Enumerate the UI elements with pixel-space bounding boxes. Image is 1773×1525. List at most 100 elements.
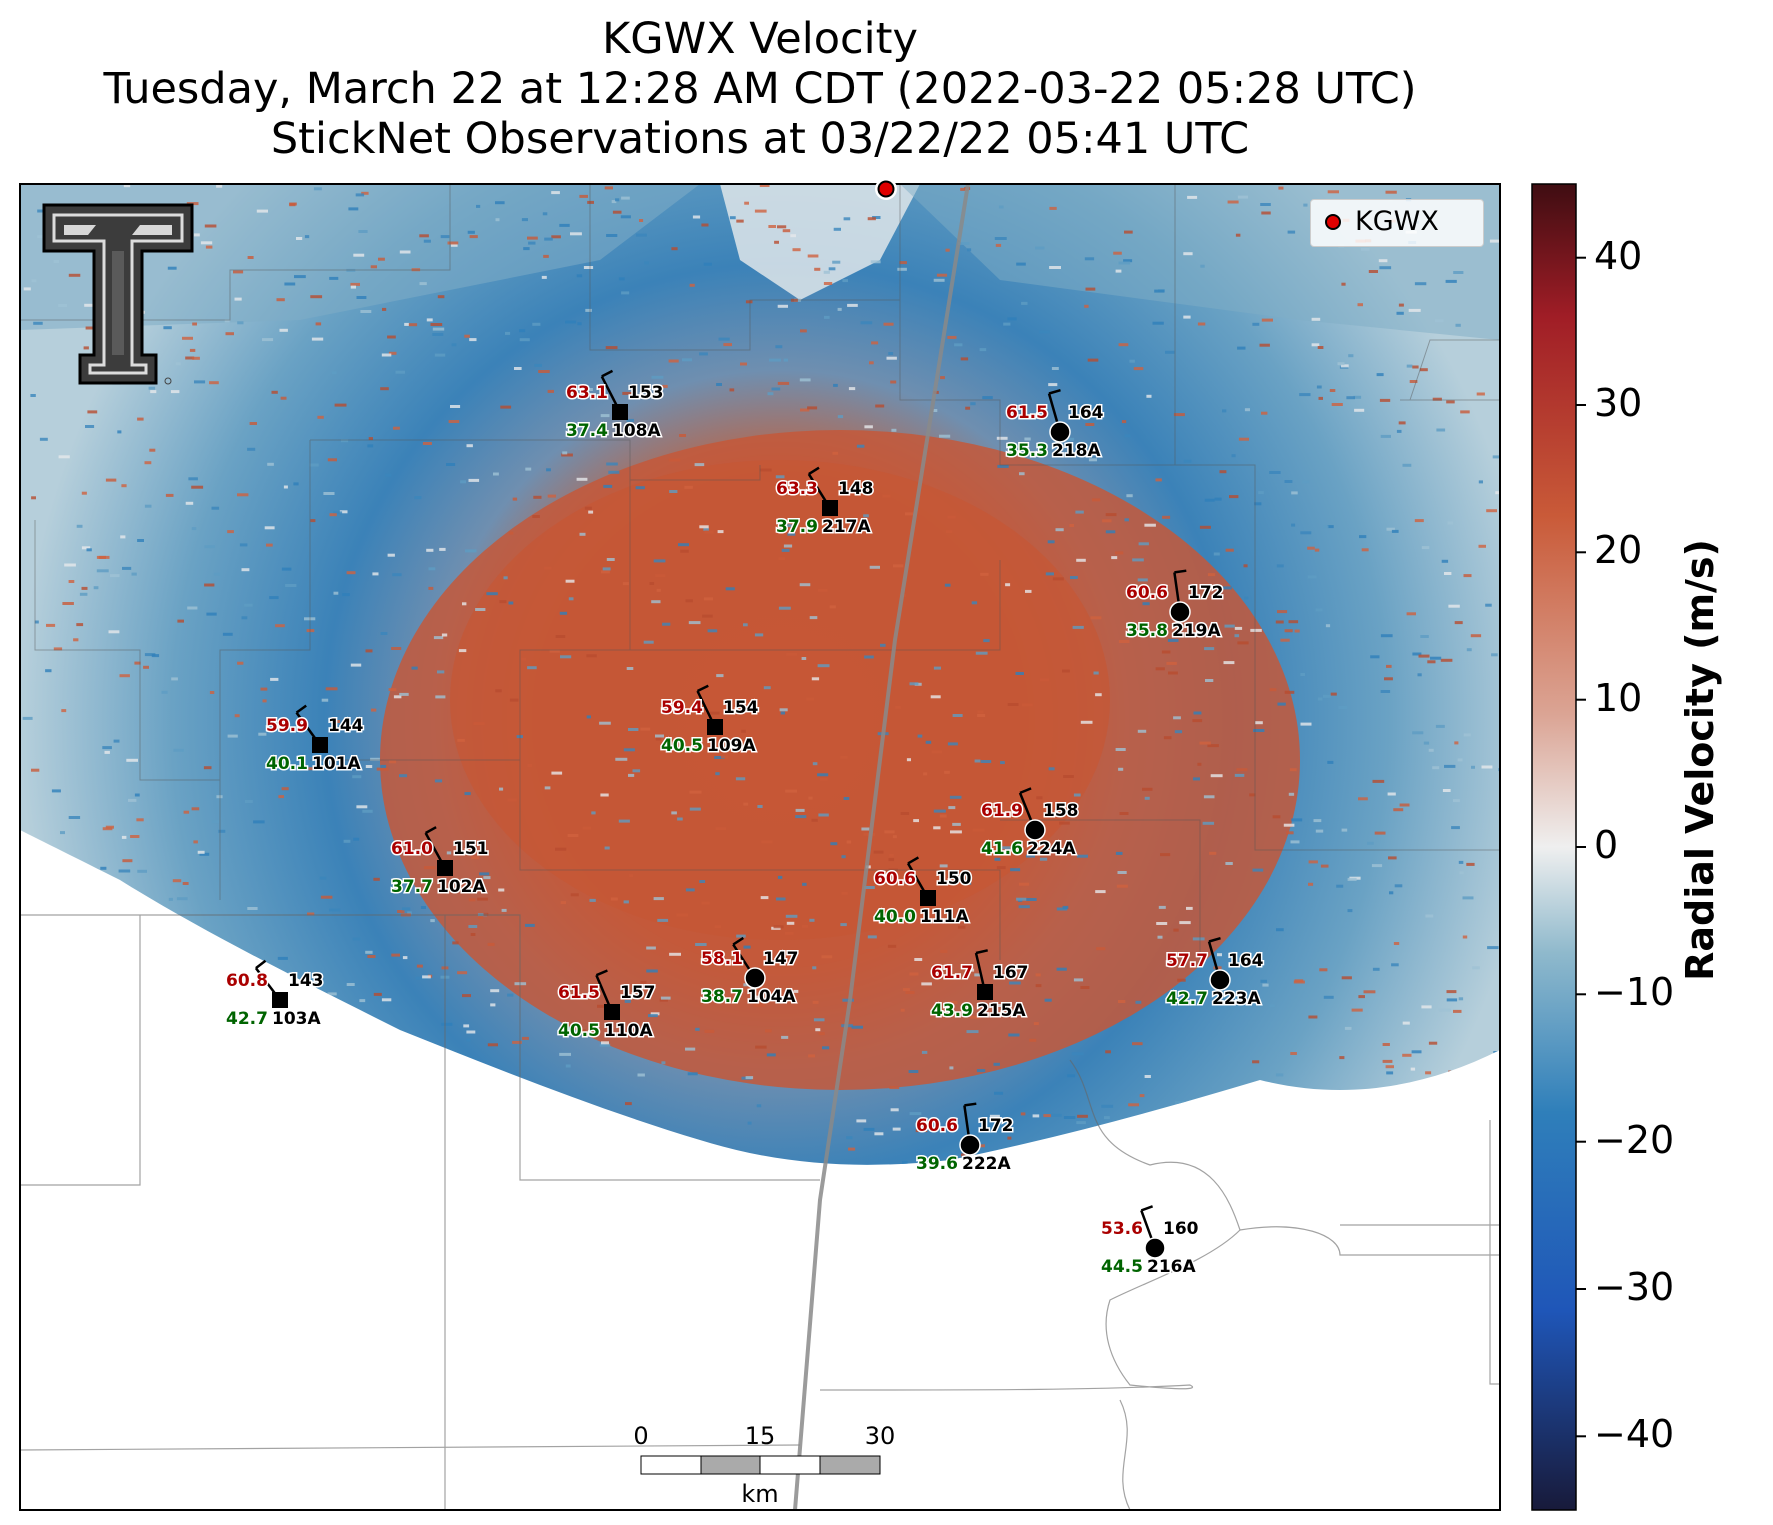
radar-gate xyxy=(1432,397,1442,401)
radar-gate xyxy=(775,526,786,530)
station-dewpoint: 43.9 xyxy=(931,1001,973,1021)
station-marker xyxy=(1209,969,1231,991)
radar-gate xyxy=(702,614,713,618)
radar-gate xyxy=(570,893,579,897)
radar-gate xyxy=(1411,1050,1422,1054)
radar-gate xyxy=(1048,383,1058,387)
radar-gate xyxy=(799,583,811,587)
radar-gate xyxy=(479,872,490,876)
station-dewpoint: 35.3 xyxy=(1006,441,1048,461)
radar-gate xyxy=(237,661,244,665)
radar-gate xyxy=(867,217,876,221)
radar-gate xyxy=(599,721,611,725)
station-104A: 58.1 147 38.7 104A xyxy=(700,936,800,1009)
radar-gate xyxy=(1290,840,1300,844)
radar-gate xyxy=(584,506,592,510)
radar-gate xyxy=(434,779,443,783)
radar-gate xyxy=(37,235,48,239)
radar-gate xyxy=(1417,673,1422,677)
radar-gate xyxy=(408,323,418,327)
radar-gate xyxy=(695,943,707,946)
radar-gate xyxy=(1478,544,1486,548)
radar-gate xyxy=(399,250,411,254)
radar-gate xyxy=(1402,1053,1412,1057)
radar-gate xyxy=(1055,528,1064,532)
radar-gate xyxy=(701,223,709,227)
radar-gate xyxy=(1462,896,1474,900)
radar-gate xyxy=(466,1030,476,1034)
radar-gate xyxy=(795,815,807,819)
radar-gate xyxy=(411,666,418,670)
radar-gate xyxy=(897,267,907,271)
radar-gate xyxy=(1038,330,1050,334)
radar-gate xyxy=(204,583,215,587)
radar-gate xyxy=(60,700,70,703)
radar-gate xyxy=(1049,206,1057,210)
radar-gate xyxy=(603,484,613,488)
radar-gate xyxy=(493,472,499,476)
radar-gate xyxy=(1368,270,1378,273)
radar-gate xyxy=(800,408,810,412)
radar-gate xyxy=(361,191,369,195)
radar-gate xyxy=(1016,897,1027,901)
radar-gate xyxy=(688,621,701,625)
station-marker xyxy=(1169,601,1191,623)
radar-gate xyxy=(887,944,897,948)
radar-gate xyxy=(173,748,184,752)
radar-gate xyxy=(469,338,477,342)
radar-gate xyxy=(824,315,830,319)
radar-gate xyxy=(393,695,402,699)
station-id: 104A xyxy=(747,987,796,1007)
radar-gate xyxy=(462,994,471,998)
station-dewpoint: 42.7 xyxy=(1166,989,1208,1009)
radar-gate xyxy=(96,569,109,573)
radar-gate xyxy=(1217,953,1222,957)
radar-gate xyxy=(579,194,588,198)
radar-gate xyxy=(945,530,953,534)
radar-gate xyxy=(685,599,693,603)
radar-gate xyxy=(192,322,197,326)
radar-gate xyxy=(1389,891,1394,895)
radar-gate xyxy=(1237,346,1246,350)
radar-gate xyxy=(1018,905,1030,909)
station-marker xyxy=(822,500,838,516)
radar-gate xyxy=(786,921,795,925)
radar-gate xyxy=(754,633,764,637)
radar-gate xyxy=(555,847,567,851)
radar-gate xyxy=(1288,620,1299,624)
radar-gate xyxy=(1394,884,1403,888)
radar-gate xyxy=(446,463,456,466)
radar-gate xyxy=(1126,494,1133,498)
radar-gate xyxy=(1039,678,1050,682)
radar-gate xyxy=(971,601,978,605)
radar-gate xyxy=(395,370,405,374)
colorbar xyxy=(1531,183,1577,1511)
radar-gate xyxy=(1327,190,1339,194)
radar-gate xyxy=(1193,711,1202,715)
radar-gate xyxy=(283,759,290,763)
radar-gate xyxy=(1341,282,1346,286)
radar-gate xyxy=(1319,968,1328,972)
radar-gate xyxy=(947,1000,958,1004)
radar-gate xyxy=(350,663,362,667)
radar-gate xyxy=(216,184,223,188)
radar-gate xyxy=(1453,271,1464,274)
radar-gate xyxy=(606,558,615,561)
radar-gate xyxy=(362,809,373,813)
radar-gate xyxy=(1118,343,1129,347)
radar-gate xyxy=(998,205,1004,209)
radar-gate xyxy=(949,1066,954,1070)
radar-gate xyxy=(819,777,828,781)
radar-gate xyxy=(773,925,784,929)
radar-gate xyxy=(884,830,895,834)
radar-gate xyxy=(508,531,514,535)
radar-gate xyxy=(1007,1136,1012,1140)
radar-gate xyxy=(718,337,730,341)
radar-gate xyxy=(1438,1008,1451,1012)
radar-gate xyxy=(995,243,1002,247)
radar-gate xyxy=(833,383,838,387)
wind-barb-flag xyxy=(808,466,820,476)
radar-gate xyxy=(1290,1052,1297,1055)
radar-gate xyxy=(355,193,365,197)
radar-gate xyxy=(637,1073,645,1077)
